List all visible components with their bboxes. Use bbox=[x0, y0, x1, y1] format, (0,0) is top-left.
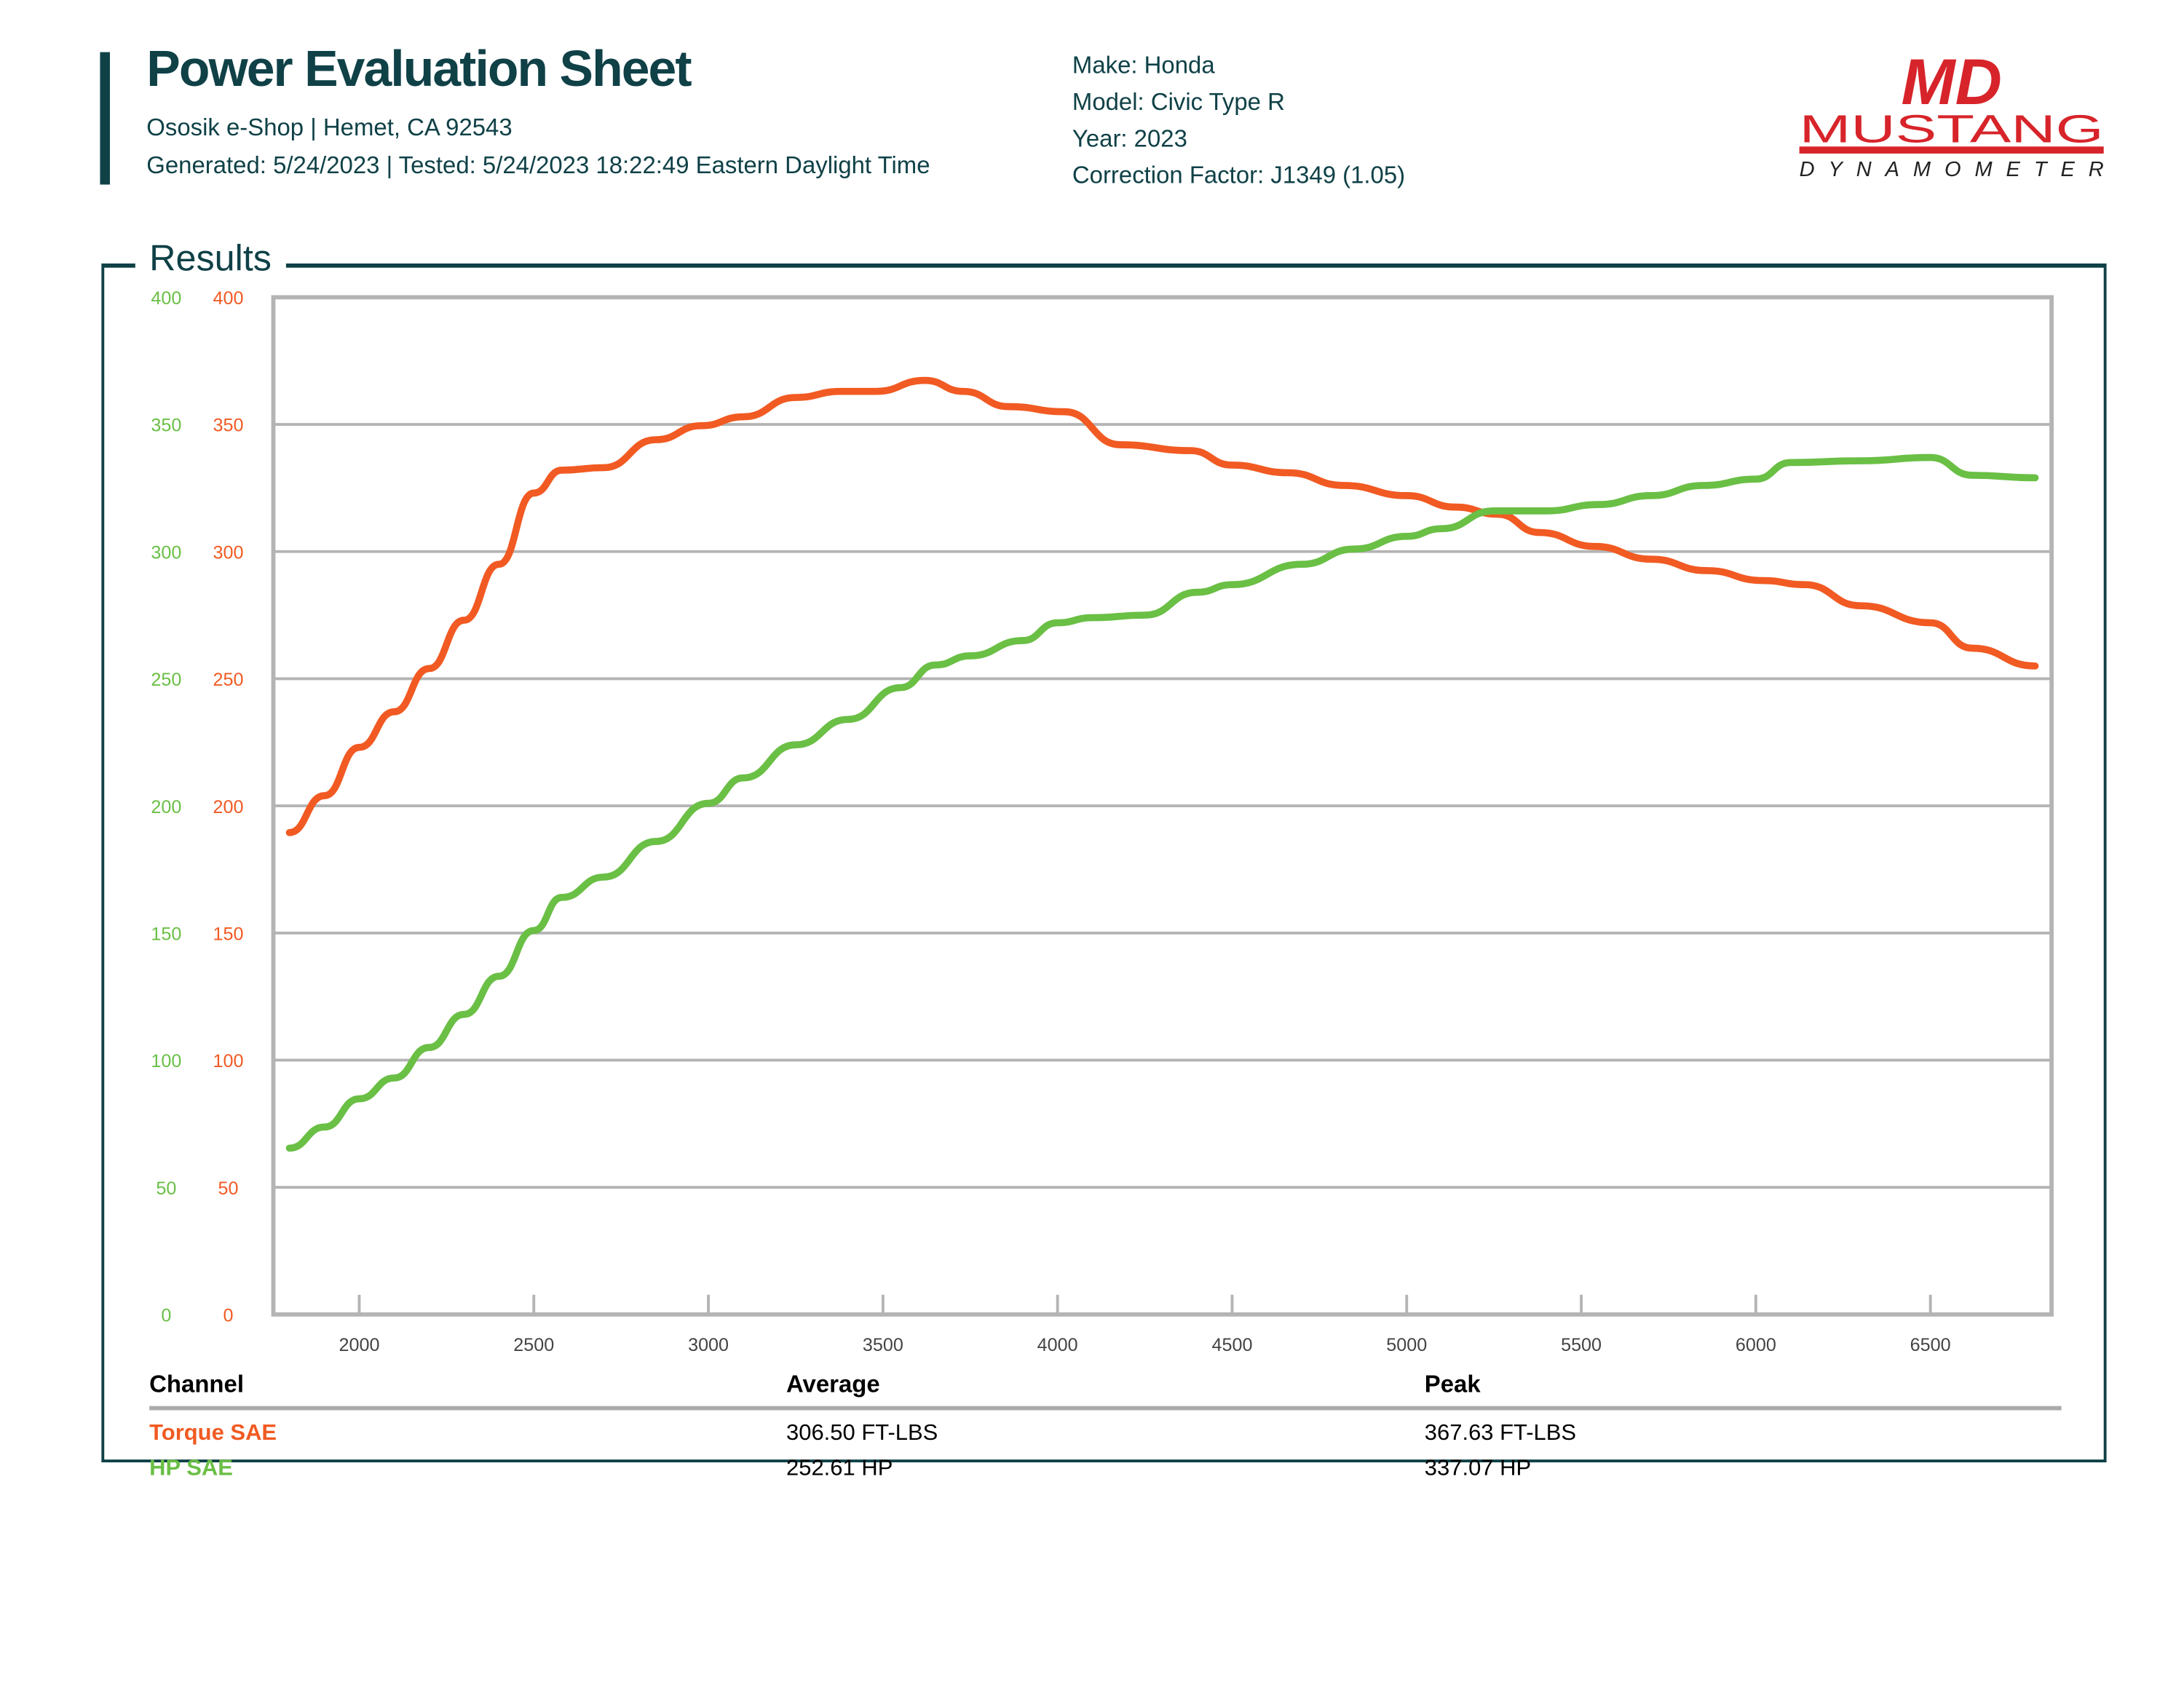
header-peak: Peak bbox=[1424, 1371, 1481, 1398]
y-tick-hp: 400 bbox=[151, 288, 181, 309]
x-tick-label: 6000 bbox=[1736, 1335, 1776, 1355]
x-tick-label: 5000 bbox=[1386, 1335, 1427, 1355]
y-tick-torque: 50 bbox=[218, 1178, 239, 1199]
results-panel bbox=[101, 263, 2107, 1463]
y-tick-hp: 350 bbox=[151, 416, 181, 436]
table-row: HP SAE 252.61 HP 337.07 HP bbox=[149, 1451, 2061, 1486]
vehicle-model: Model: Civic Type R bbox=[1072, 88, 1285, 116]
y-tick-hp: 250 bbox=[151, 670, 181, 690]
y-tick-hp: 300 bbox=[151, 542, 181, 563]
shop-info: Ososik e-Shop | Hemet, CA 92543 bbox=[146, 114, 513, 141]
page-title: Power Evaluation Sheet bbox=[146, 39, 692, 98]
series-line-hp-sae bbox=[285, 453, 2039, 1152]
y-tick-torque: 300 bbox=[213, 542, 244, 563]
logo-name: MUSTANG bbox=[1800, 107, 2104, 151]
x-tick-label: 2000 bbox=[339, 1335, 379, 1355]
header-average: Average bbox=[786, 1371, 880, 1398]
x-tick-label: 6500 bbox=[1910, 1335, 1951, 1355]
x-tick-label: 3500 bbox=[863, 1335, 903, 1355]
y-tick-torque: 250 bbox=[213, 670, 244, 690]
header-divider bbox=[149, 1406, 2062, 1411]
x-tick-label: 4500 bbox=[1211, 1335, 1252, 1355]
y-tick-torque: 200 bbox=[213, 797, 244, 817]
table-row: Torque SAE 306.50 FT-LBS 367.63 FT-LBS bbox=[149, 1416, 2061, 1451]
section-title: Results bbox=[135, 237, 286, 281]
y-tick-torque: 150 bbox=[213, 924, 244, 944]
vehicle-year: Year: 2023 bbox=[1072, 125, 1187, 153]
y-tick-hp: 0 bbox=[161, 1305, 171, 1326]
header-channel: Channel bbox=[149, 1371, 244, 1398]
x-tick-label: 5500 bbox=[1561, 1335, 1602, 1355]
x-tick-label: 2500 bbox=[513, 1335, 554, 1355]
generated-info: Generated: 5/24/2023 | Tested: 5/24/2023… bbox=[146, 152, 930, 179]
y-tick-torque: 0 bbox=[223, 1305, 234, 1326]
vehicle-make: Make: Honda bbox=[1072, 52, 1215, 79]
plot-frame bbox=[271, 295, 2054, 1317]
y-tick-hp: 200 bbox=[151, 797, 181, 817]
channel-torque: Torque SAE bbox=[149, 1420, 277, 1445]
channel-hp: HP SAE bbox=[149, 1456, 233, 1481]
title-accent-bar bbox=[100, 52, 110, 185]
y-tick-torque: 400 bbox=[213, 288, 244, 309]
torque-average: 306.50 FT-LBS bbox=[786, 1420, 938, 1445]
y-tick-hp: 150 bbox=[151, 924, 181, 944]
x-tick-label: 4000 bbox=[1037, 1335, 1078, 1355]
y-tick-hp: 50 bbox=[156, 1178, 176, 1199]
results-table: Channel Average Peak Torque SAE 306.50 F… bbox=[149, 1366, 2062, 1486]
logo-mark: MD bbox=[1901, 48, 2001, 118]
y-tick-torque: 350 bbox=[213, 416, 244, 436]
y-tick-torque: 100 bbox=[213, 1051, 244, 1071]
dyno-chart: 0 0 50 50 100 100 150 150 200 200 250 250 300 300 350 3… bbox=[151, 288, 2054, 1355]
series-line-torque-sae bbox=[285, 376, 2039, 836]
torque-peak: 367.63 FT-LBS bbox=[1424, 1420, 1577, 1445]
y-tick-hp: 100 bbox=[151, 1051, 181, 1071]
x-tick-label: 3000 bbox=[688, 1335, 729, 1355]
hp-average: 252.61 HP bbox=[786, 1456, 893, 1481]
table-header: Channel Average Peak bbox=[149, 1366, 2061, 1403]
hp-peak: 337.07 HP bbox=[1424, 1456, 1532, 1481]
correction-factor: Correction Factor: J1349 (1.05) bbox=[1072, 162, 1406, 189]
mustang-dynamometer-logo: MD MUSTANG DYNAMOMETER bbox=[1799, 48, 2104, 181]
